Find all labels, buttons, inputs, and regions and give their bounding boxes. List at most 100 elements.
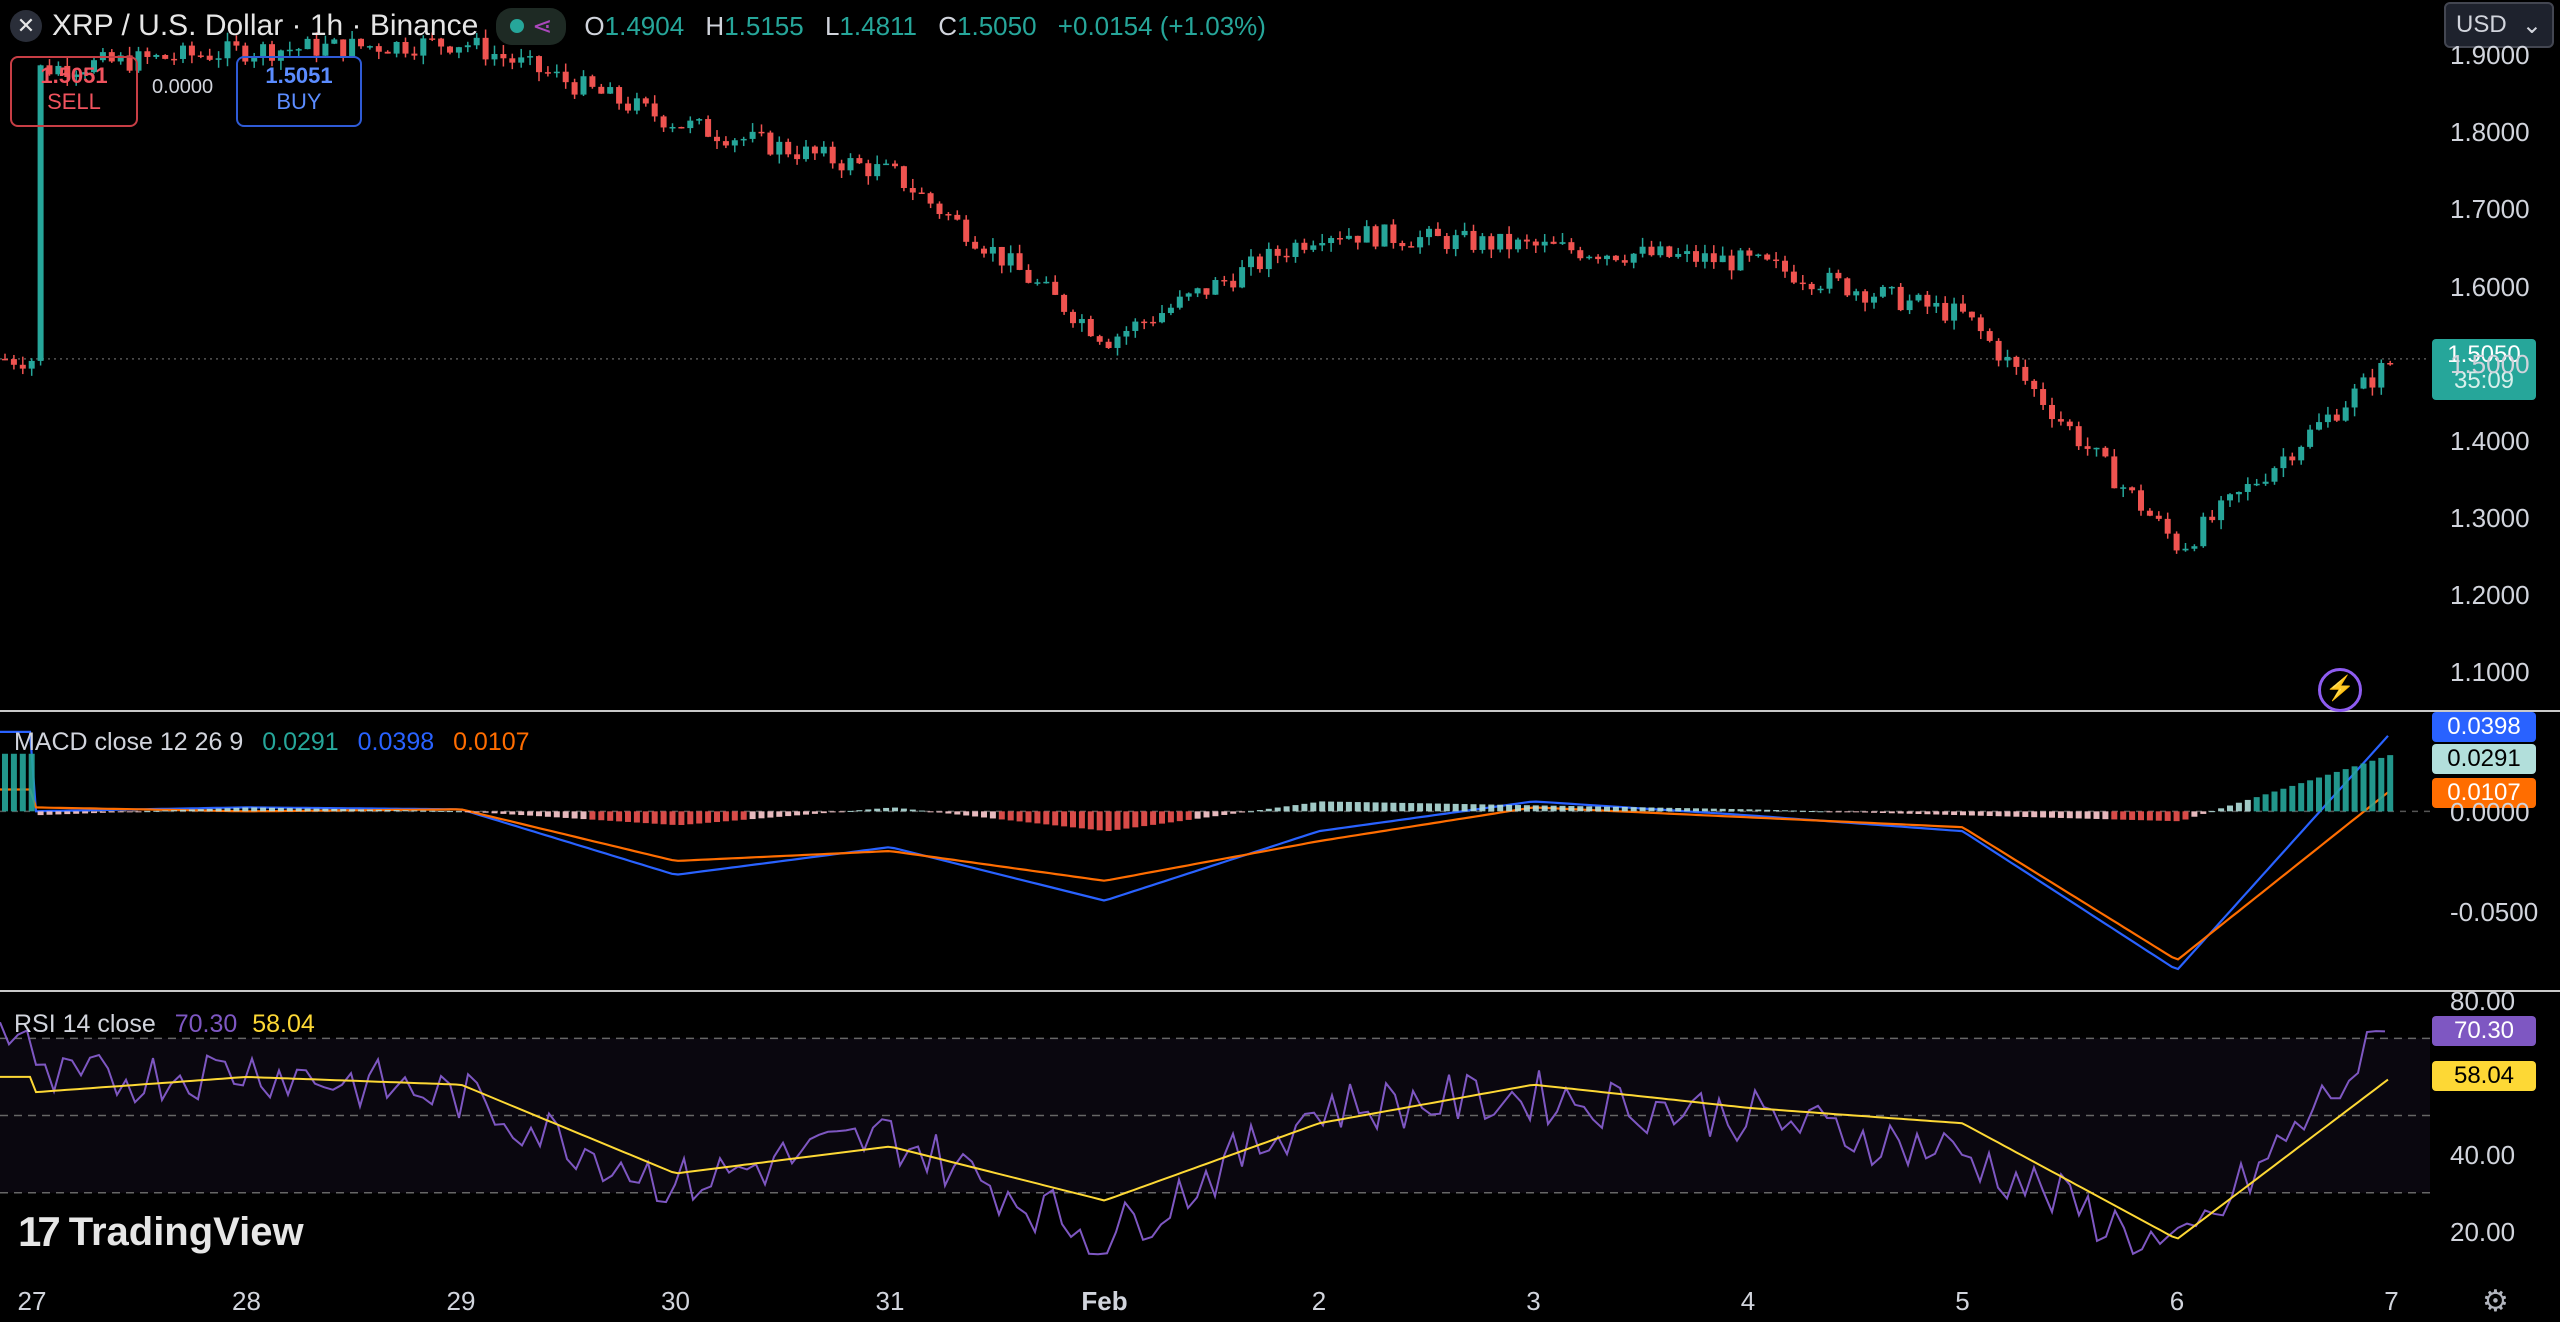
macd-histogram-bar	[803, 811, 809, 815]
macd-histogram-bar	[1719, 808, 1726, 812]
candle-body	[1933, 302, 1940, 307]
candle-body	[1070, 311, 1076, 324]
candle-body	[1701, 253, 1708, 262]
macd-histogram-bar	[731, 811, 738, 821]
sell-button[interactable]: 1.5051 SELL	[10, 56, 138, 127]
macd-histogram-bar	[2316, 777, 2322, 812]
macd-histogram-bar	[215, 808, 222, 812]
candle-body	[322, 43, 329, 56]
price-axis-label: 1.7000	[2450, 194, 2530, 225]
macd-histogram-bar	[2360, 763, 2367, 812]
macd-histogram-bar	[2351, 766, 2358, 812]
macd-histogram-bar	[553, 811, 560, 818]
candle-body	[331, 39, 338, 44]
macd-histogram-bar	[509, 811, 516, 815]
candle-body	[500, 53, 507, 59]
candle-body	[1399, 242, 1406, 247]
macd-histogram-bar	[135, 811, 142, 813]
candle-body	[393, 41, 400, 54]
candle-body	[1737, 250, 1744, 271]
candle-body	[1043, 281, 1050, 284]
macd-histogram-bar	[1924, 811, 1931, 815]
candle-body	[1755, 254, 1762, 257]
candle-body	[64, 65, 71, 77]
candle-body	[2182, 548, 2189, 551]
candle-body	[589, 76, 596, 87]
macd-histogram-bar	[607, 811, 614, 821]
candle-body	[1470, 230, 1477, 250]
candle-body	[10, 359, 17, 365]
macd-histogram-bar	[1541, 805, 1548, 812]
candle-body	[117, 55, 124, 62]
macd-histogram-bar	[954, 811, 961, 815]
macd-histogram-bar	[2075, 811, 2082, 819]
macd-histogram-bar	[1666, 807, 1673, 812]
macd-histogram-bar	[1337, 801, 1343, 812]
macd-histogram-bar	[2369, 760, 2376, 812]
close-icon[interactable]: ✕	[10, 10, 42, 42]
macd-histogram-bar	[491, 811, 498, 814]
macd-histogram-bar	[811, 811, 818, 814]
candle-body	[1408, 246, 1415, 248]
candle-body	[82, 72, 89, 75]
macd-histogram-bar	[2227, 805, 2233, 812]
candle-body	[1977, 317, 1984, 332]
macd-histogram-bar	[749, 811, 756, 820]
candle-body	[2102, 447, 2109, 457]
macd-histogram-bar	[1648, 807, 1655, 812]
candle-body	[1132, 321, 1139, 331]
symbol-title[interactable]: XRP / U.S. Dollar · 1h · Binance	[52, 9, 479, 42]
macd-histogram-bar	[918, 810, 925, 812]
macd-histogram-bar	[1960, 811, 1966, 816]
candle-body	[580, 76, 587, 95]
buy-button[interactable]: 1.5051 BUY	[236, 56, 362, 127]
macd-histogram-bar	[1773, 810, 1780, 812]
lightning-icon[interactable]: ⚡	[2318, 668, 2362, 712]
price-candles	[2, 29, 2394, 554]
candle-body	[1879, 286, 1886, 297]
spread-value: 0.0000	[152, 76, 214, 98]
macd-histogram-bar	[1710, 808, 1717, 812]
macd-histogram-bar	[162, 810, 169, 812]
macd-histogram-bar	[349, 809, 356, 812]
rsi-axis-label: 40.00	[2450, 1140, 2516, 1171]
candle-body	[1693, 251, 1699, 262]
macd-histogram-bar	[1826, 811, 1833, 813]
macd-histogram-bar	[1256, 810, 1263, 812]
candle-body	[1906, 300, 1913, 311]
price-axis-label: 1.3000	[2450, 503, 2530, 534]
candle-body	[2022, 366, 2029, 381]
candle-body	[1790, 271, 1797, 283]
macd-histogram-bar	[1265, 808, 1272, 812]
macd-histogram-bar	[1639, 807, 1646, 812]
candle-body	[1479, 236, 1486, 250]
candle-body	[2084, 446, 2091, 449]
candle-body	[1826, 272, 1833, 289]
macd-histogram-bar	[340, 809, 347, 812]
candle-body	[2360, 377, 2367, 389]
candle-body	[1301, 242, 1308, 250]
macd-histogram-bar	[2289, 785, 2296, 812]
macd-histogram-bar	[1070, 811, 1076, 828]
macd-histogram-bar	[1016, 811, 1023, 822]
macd-histogram-bar	[1568, 806, 1575, 812]
candle-body	[1221, 280, 1228, 282]
candle-body	[945, 214, 952, 216]
macd-histogram-bar	[1381, 802, 1388, 812]
candle-body	[171, 58, 178, 61]
candle-body	[811, 146, 818, 154]
macd-histogram-bar	[1007, 811, 1014, 821]
macd-histogram-bar	[1888, 811, 1895, 814]
settings-icon[interactable]: ⚙	[2482, 1285, 2509, 1318]
candle-body	[1960, 303, 1966, 312]
candle-body	[1443, 236, 1450, 250]
rsi-line	[0, 1021, 2386, 1256]
macd-histogram-bar	[820, 811, 827, 814]
candle-body	[286, 49, 293, 52]
currency-select[interactable]: USD ⌄	[2444, 2, 2554, 48]
macd-histogram-bar	[1319, 801, 1326, 812]
macd-histogram-bar	[527, 811, 534, 816]
macd-histogram-bar	[2378, 757, 2385, 812]
market-status-pill[interactable]: ⋖	[496, 7, 567, 45]
